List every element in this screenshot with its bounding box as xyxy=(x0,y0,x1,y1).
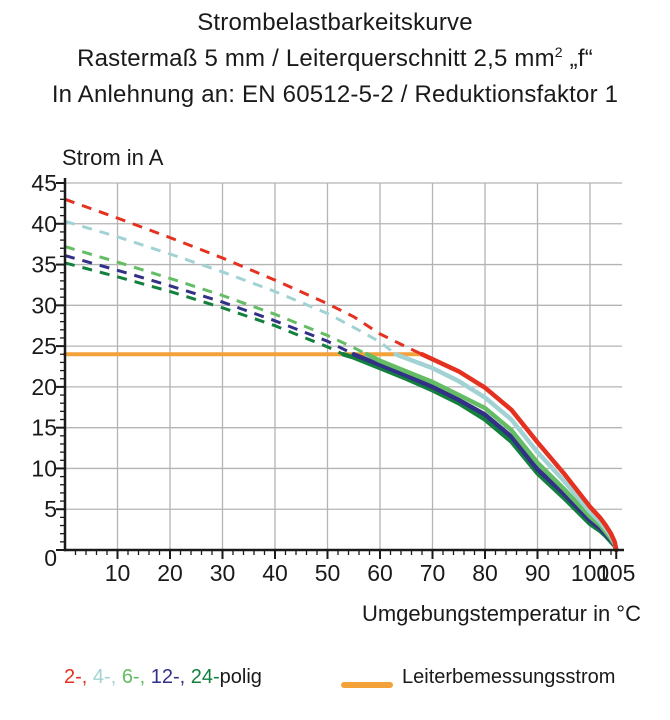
x-tick-label: 80 xyxy=(472,560,498,586)
x-tick-label: 100 xyxy=(571,560,609,586)
y-tick-label: 15 xyxy=(31,415,57,441)
legend-token: polig xyxy=(219,666,262,688)
curve-6-polig-solid xyxy=(364,352,619,553)
x-tick-label: 90 xyxy=(525,560,551,586)
x-tick-label: 70 xyxy=(420,560,446,586)
x-axis-label: Umgebungstemperatur in °C xyxy=(361,601,641,626)
chart-title: Strombelastbarkeitskurve xyxy=(0,5,670,41)
rated-current-legend-swatch xyxy=(341,682,393,688)
x-tick-label: 60 xyxy=(367,560,393,586)
y-axis-label: Strom in A xyxy=(62,145,164,170)
curve-12-polig-dashed xyxy=(64,254,355,356)
x-tick-label: 20 xyxy=(157,560,183,586)
legend-token: 24- xyxy=(190,666,220,688)
x-tick-label: 105 xyxy=(597,560,635,586)
subtitle-suffix: „f“ xyxy=(562,45,593,72)
y-tick-label: 45 xyxy=(31,170,57,196)
subtitle-superscript: 2 xyxy=(554,44,563,60)
chart-norm-line: In Anlehnung an: EN 60512-5-2 / Reduktio… xyxy=(0,77,670,113)
y-tick-label: 30 xyxy=(31,292,57,318)
y-tick-label: 0 xyxy=(44,545,57,571)
y-tick-label: 35 xyxy=(31,252,57,278)
curve-2-polig-dashed xyxy=(64,197,423,356)
legend-token: 12-, xyxy=(150,666,191,688)
y-tick-label: 10 xyxy=(31,455,57,481)
norm-line-text: In Anlehnung an: EN 60512-5-2 / Reduktio… xyxy=(51,81,619,108)
y-tick-label: 40 xyxy=(31,211,57,237)
x-tick-label: 10 xyxy=(105,560,131,586)
subtitle-prefix: Rastermaß 5 mm / Leiterquerschnitt 2,5 m… xyxy=(77,45,555,72)
x-tick-label: 30 xyxy=(210,560,236,586)
chart-title-block: Strombelastbarkeitskurve Rastermaß 5 mm … xyxy=(0,5,670,113)
curve-6-polig-dashed xyxy=(64,245,368,356)
legend-token: 2-, xyxy=(64,666,93,688)
chart-subtitle: Rastermaß 5 mm / Leiterquerschnitt 2,5 m… xyxy=(0,41,670,77)
curve-2-polig-solid xyxy=(419,352,619,553)
y-tick-label: 5 xyxy=(44,496,57,522)
y-tick-label: 20 xyxy=(31,374,57,400)
legend-token: 6-, xyxy=(121,666,151,688)
legend-pole-counts: 2-, 4-, 6-, 12-, 24-polig xyxy=(64,666,262,689)
rated-current-legend-label: Leiterbemessungsstrom xyxy=(402,666,616,688)
chart-title-text: Strombelastbarkeitskurve xyxy=(197,9,473,36)
y-tick-label: 25 xyxy=(31,333,57,359)
curve-24-polig-dashed xyxy=(64,261,344,356)
x-tick-label: 50 xyxy=(315,560,341,586)
x-tick-label: 40 xyxy=(262,560,288,586)
legend-token: 4-, xyxy=(92,666,122,688)
curve-4-polig-dashed xyxy=(64,219,397,356)
